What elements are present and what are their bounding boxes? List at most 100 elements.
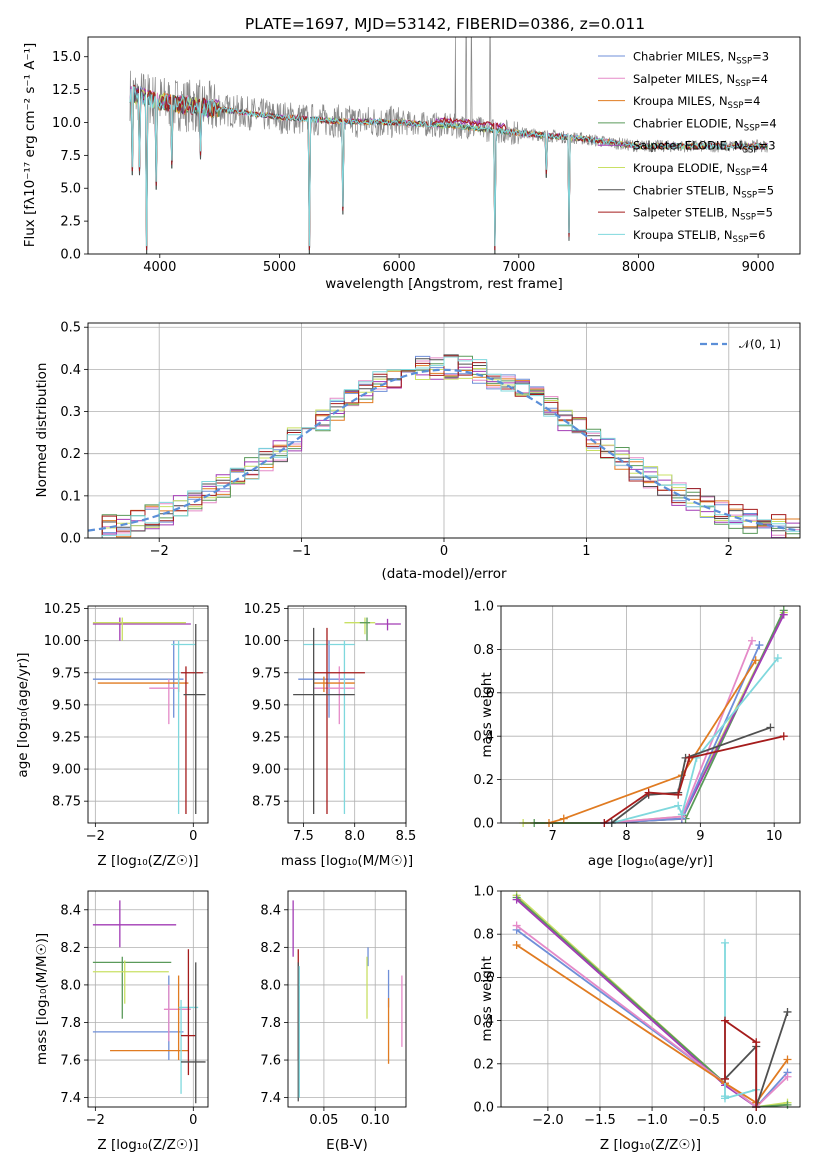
- y-tick-label: 0.4: [473, 730, 494, 745]
- figure-title: PLATE=1697, MJD=53142, FIBERID=0386, z=0…: [245, 15, 645, 33]
- histogram-step: [88, 356, 800, 538]
- x-tick-label: 1: [582, 544, 590, 559]
- legend-label: Kroupa ELODIE, NSSP=4: [633, 161, 768, 178]
- x-tick-label: −2: [86, 829, 105, 844]
- weight-line: [523, 612, 785, 824]
- x-tick-label: 8.5: [396, 829, 417, 844]
- y-tick-label: 8.0: [260, 978, 281, 993]
- y-tick-label: 1.0: [473, 885, 494, 900]
- weight-marker: [685, 753, 694, 762]
- y-tick-label: 7.4: [260, 1091, 281, 1106]
- legend-subscript: SSP: [743, 146, 759, 156]
- legend-count: =4: [760, 116, 777, 130]
- y-tick-label: 0.6: [473, 971, 494, 986]
- legend: Chabrier MILES, NSSP=3 Salpeter MILES, NS…: [598, 50, 777, 245]
- x-axis-label: E(B-V): [326, 1137, 368, 1153]
- y-tick-label: 0.0: [60, 248, 81, 263]
- y-axis-label: Flux [fλ10⁻¹⁷ erg cm⁻² s⁻¹ A⁻¹]: [22, 43, 38, 248]
- y-tick-label: 5.0: [60, 182, 81, 197]
- y-axis-label: mass weight: [479, 672, 495, 757]
- weight-line: [604, 644, 761, 824]
- y-tick-label: 7.8: [260, 1016, 281, 1031]
- weight-marker: [512, 921, 521, 930]
- y-tick-label: 0.4: [473, 1014, 494, 1029]
- y-tick-label: 0.2: [473, 1057, 494, 1072]
- legend-label: Salpeter STELIB, NSSP=5: [633, 206, 773, 223]
- weight-marker: [674, 790, 683, 799]
- weight-marker: [779, 610, 788, 619]
- weight-line: [516, 944, 789, 1104]
- x-tick-label: 0: [189, 829, 197, 844]
- weight-marker: [644, 788, 653, 797]
- y-axis-label: Normed distribution: [34, 363, 50, 498]
- weight-marker: [674, 801, 683, 810]
- x-tick-label: 0: [440, 544, 448, 559]
- weight-marker: [755, 641, 764, 650]
- weight-marker: [773, 654, 782, 663]
- axes-frame: [87, 36, 801, 255]
- legend-count: =5: [757, 183, 774, 197]
- axes-frame: [500, 605, 801, 824]
- x-tick-label: −2: [86, 1113, 105, 1128]
- weight-marker: [783, 1055, 792, 1064]
- x-tick-label: −1: [292, 544, 311, 559]
- y-tick-label: 9.50: [252, 698, 281, 713]
- legend-count: =4: [751, 72, 768, 86]
- x-axis-label: Z [log₁₀(Z/Z☉)]: [97, 1137, 198, 1153]
- y-tick-label: 9.00: [252, 763, 281, 778]
- y-tick-label: 2.5: [60, 215, 81, 230]
- weight-marker: [692, 753, 701, 762]
- legend-label: Kroupa MILES, NSSP=4: [633, 94, 760, 111]
- x-tick-label: −2: [150, 544, 169, 559]
- normal-curve: [88, 368, 800, 532]
- spectrum-model-line: [129, 86, 769, 247]
- y-tick-label: 7.8: [60, 1016, 81, 1031]
- legend-subscript: SSP: [735, 168, 751, 178]
- weight-line: [724, 1018, 758, 1107]
- legend-count: =6: [748, 228, 765, 242]
- y-tick-label: 0.2: [473, 773, 494, 788]
- spectrum-model-line: [129, 85, 769, 251]
- y-tick-label: 7.6: [260, 1054, 281, 1069]
- legend-label: Chabrier STELIB, NSSP=5: [633, 183, 774, 200]
- axes-frame: [87, 322, 801, 539]
- y-tick-label: 7.6: [60, 1054, 81, 1069]
- legend-count: =4: [743, 94, 760, 108]
- residuals-panel: −2 −1 0 1 2 0.0 0.1 0.2 0.3 0.4 0.5 (data-model)/er…: [34, 321, 801, 582]
- x-tick-label: 6000: [383, 260, 416, 275]
- weight-marker: [720, 1094, 729, 1103]
- y-tick-label: 10.00: [44, 634, 81, 649]
- x-tick-label: 7: [549, 829, 557, 844]
- weight-marker: [720, 1016, 729, 1025]
- x-tick-label: 2: [725, 544, 733, 559]
- x-tick-label: −1.0: [636, 1113, 668, 1128]
- y-tick-label: 10.25: [44, 602, 81, 617]
- y-tick-label: 9.25: [252, 730, 281, 745]
- y-axis-label: mass weight: [479, 956, 495, 1041]
- x-tick-label: 7.5: [293, 829, 314, 844]
- x-tick-label: 10: [766, 829, 783, 844]
- x-tick-label: −2.0: [532, 1113, 564, 1128]
- y-tick-label: 0.6: [473, 686, 494, 701]
- legend-label: 𝒩(0, 1): [739, 337, 781, 351]
- x-tick-label: 8.0: [344, 829, 365, 844]
- y-tick-label: 15.0: [52, 50, 81, 65]
- y-tick-label: 8.2: [260, 941, 281, 956]
- legend-subscript: SSP: [735, 79, 751, 89]
- weight_vs_Z-panel: −2.0 −1.5 −1.0 −0.5 0.0 0.0 0.2 0.4 0.6 0.8 1.0 Z […: [473, 885, 801, 1153]
- weight-line: [548, 659, 757, 824]
- mass_vs_ebv-panel: 0.05 0.10 7.4 7.6 7.8 8.0 8.2 8.4 E(B-V): [260, 890, 407, 1153]
- age_vs_mass-panel: 7.5 8.0 8.5 8.75 9.00 9.25 9.50 9.75 10.00 10.25 m…: [244, 602, 417, 869]
- weight-marker: [559, 814, 568, 823]
- y-tick-label: 8.75: [252, 795, 281, 810]
- y-tick-label: 0.4: [60, 363, 81, 378]
- y-tick-label: 0.3: [60, 405, 81, 420]
- legend-subscript: SSP: [733, 235, 749, 245]
- y-tick-label: 9.75: [252, 666, 281, 681]
- y-tick-label: 1.0: [473, 600, 494, 615]
- plots: 4000 5000 6000 7000 8000 90000.02.55.07.510.0…: [15, 36, 801, 1153]
- x-tick-label: 9000: [742, 260, 775, 275]
- weight-marker: [783, 1100, 792, 1109]
- axes-frame: [500, 890, 801, 1108]
